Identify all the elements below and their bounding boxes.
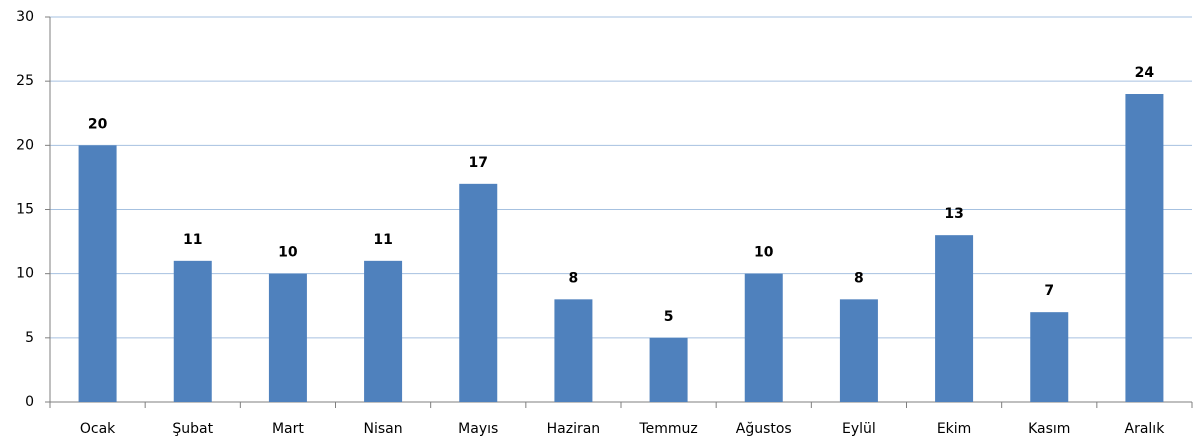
- bar: [78, 145, 117, 403]
- value-label: 10: [278, 245, 298, 261]
- x-tick-label: Ekim: [937, 421, 971, 437]
- y-tick-label: 30: [16, 9, 34, 25]
- value-label: 13: [944, 206, 963, 222]
- x-tick-label: Kasım: [1028, 421, 1070, 437]
- value-label: 20: [88, 116, 108, 132]
- y-tick-label: 5: [25, 330, 34, 346]
- y-tick-label: 25: [16, 73, 34, 89]
- value-label: 8: [569, 270, 579, 286]
- x-tick-label: Haziran: [547, 421, 601, 437]
- y-tick-label: 10: [16, 266, 34, 282]
- x-tick-label: Eylül: [842, 421, 876, 437]
- value-label: 5: [664, 309, 674, 325]
- bar: [173, 260, 212, 402]
- bar: [1030, 312, 1069, 402]
- bar: [459, 183, 498, 402]
- value-label: 7: [1044, 283, 1054, 299]
- bar: [1125, 94, 1164, 402]
- x-tick-label: Ağustos: [736, 421, 792, 437]
- x-tick-label: Ocak: [80, 421, 116, 437]
- x-tick-label: Mart: [272, 421, 304, 437]
- bar: [935, 235, 974, 402]
- bar: [554, 299, 593, 402]
- bar: [839, 299, 878, 402]
- x-tick-label: Aralık: [1125, 421, 1166, 437]
- y-tick-label: 0: [25, 394, 34, 410]
- value-label: 17: [469, 155, 488, 171]
- bar: [649, 337, 688, 402]
- value-label: 24: [1135, 65, 1155, 81]
- y-tick-label: 15: [16, 202, 34, 218]
- value-label: 8: [854, 270, 864, 286]
- bar: [268, 273, 307, 402]
- bar: [744, 273, 783, 402]
- x-tick-label: Şubat: [172, 421, 213, 437]
- x-tick-label: Temmuz: [638, 421, 697, 437]
- y-tick-label: 20: [16, 137, 34, 153]
- value-label: 10: [754, 245, 774, 261]
- x-tick-label: Mayıs: [458, 421, 498, 437]
- value-label: 11: [183, 232, 202, 248]
- value-label: 11: [373, 232, 392, 248]
- bar: [364, 260, 403, 402]
- x-tick-label: Nisan: [364, 421, 403, 437]
